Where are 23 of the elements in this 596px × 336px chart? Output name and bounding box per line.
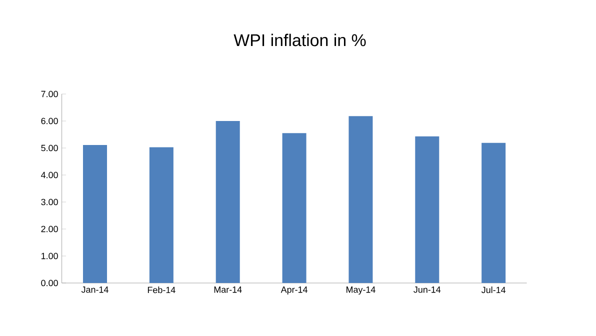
bar <box>83 145 108 283</box>
bar <box>348 116 373 283</box>
y-tick-label: 1.00 <box>42 252 58 260</box>
y-tick-label: 7.00 <box>41 90 58 98</box>
y-tick-label: 4.00 <box>41 172 58 178</box>
x-tick-label: May-14 <box>346 286 376 295</box>
bar <box>415 136 440 283</box>
x-tick-label: Mar-14 <box>214 286 242 293</box>
y-tick-label: 6.00 <box>41 118 58 124</box>
bar <box>149 147 174 283</box>
x-tick-label: Apr-14 <box>280 286 308 295</box>
y-tick-label: 5.00 <box>41 144 58 152</box>
bar <box>282 133 306 283</box>
bar <box>482 142 506 283</box>
y-tick-label: 2.00 <box>41 226 58 232</box>
y-tick-label: 0.00 <box>41 280 58 286</box>
x-tick-label: Feb-14 <box>148 286 176 294</box>
y-tick-label: 3.00 <box>41 198 58 206</box>
x-tick-label: Jul-14 <box>482 286 506 294</box>
x-tick-label: Jan-14 <box>81 286 108 293</box>
chart-title: WPI inflation in % <box>234 34 366 46</box>
x-tick-label: Jun-14 <box>414 286 441 293</box>
bar <box>216 120 240 283</box>
